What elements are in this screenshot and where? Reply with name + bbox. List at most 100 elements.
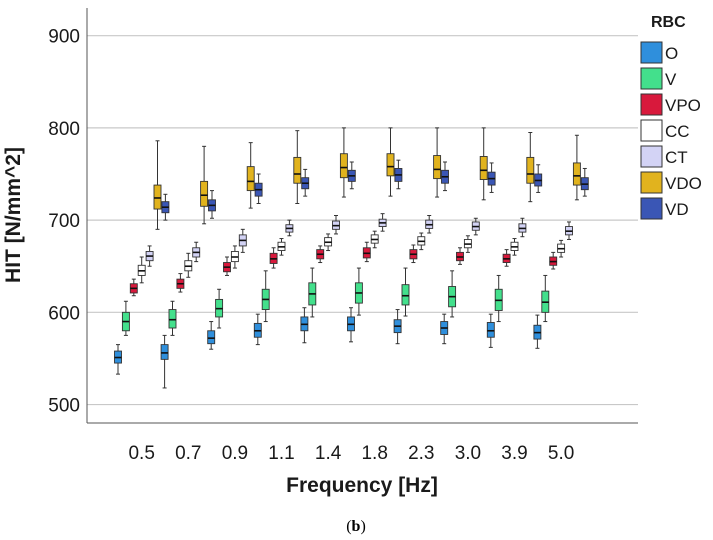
legend-label-V: V xyxy=(665,70,677,89)
y-tick-label: 700 xyxy=(48,211,80,232)
box-body xyxy=(200,180,209,207)
legend-swatch-O xyxy=(640,41,663,64)
box-CT-3.9 xyxy=(518,217,527,238)
box-VPO-1.4 xyxy=(316,245,325,264)
gridlines xyxy=(87,35,638,406)
y-tick-label: 800 xyxy=(48,119,80,140)
box-VD-0.9 xyxy=(254,173,263,205)
box-CT-0.7 xyxy=(192,241,201,263)
box-VD-0.5 xyxy=(161,193,170,221)
x-tick-label: 0.9 xyxy=(222,443,248,464)
box-VD-3.0 xyxy=(487,162,496,193)
box-CT-1.1 xyxy=(285,219,294,237)
box-VDO-0.5 xyxy=(153,140,162,230)
box-body xyxy=(572,162,581,186)
x-tick-label: 3.0 xyxy=(455,443,481,464)
box-body xyxy=(207,330,216,345)
x-tick-label: 1.8 xyxy=(361,443,387,464)
box-VDO-5.0 xyxy=(572,134,581,201)
box-VD-3.9 xyxy=(534,164,543,193)
box-VPO-0.7 xyxy=(176,273,185,293)
legend-label-VD: VD xyxy=(665,200,689,219)
box-VPO-1.8 xyxy=(362,241,371,263)
x-axis-title: Frequency [Hz] xyxy=(286,474,438,497)
box-VDO-1.8 xyxy=(386,127,395,197)
box-O-3.9 xyxy=(486,313,495,348)
box-VDO-3.0 xyxy=(479,127,488,201)
box-body xyxy=(386,153,395,177)
box-body xyxy=(401,284,410,306)
box-VPO-0.5 xyxy=(129,278,138,297)
y-axis-title: HIT [N/mm^2] xyxy=(2,147,25,283)
box-V-1.1 xyxy=(261,270,270,323)
box-CT-1.8 xyxy=(378,213,387,232)
box-VD-2.3 xyxy=(441,161,449,192)
box-V-0.9 xyxy=(215,288,224,329)
box-CT-2.3 xyxy=(425,215,434,234)
legend-swatch-CT xyxy=(640,145,663,168)
box-O-1.1 xyxy=(253,313,262,346)
box-VD-1.4 xyxy=(347,161,356,190)
boxes xyxy=(114,127,589,389)
box-CT-1.4 xyxy=(332,215,340,235)
y-tick-label: 900 xyxy=(48,27,80,48)
box-CC-3.0 xyxy=(463,235,472,253)
legend-swatch-CC xyxy=(640,119,663,142)
box-V-2.3 xyxy=(401,267,410,317)
box-O-0.5 xyxy=(114,344,122,375)
box-O-0.7 xyxy=(160,334,169,389)
box-body xyxy=(526,156,535,184)
box-VDO-0.9 xyxy=(246,142,255,209)
box-CC-0.7 xyxy=(184,252,193,278)
box-CC-1.8 xyxy=(370,230,379,249)
caption-open: ( xyxy=(346,518,351,535)
box-O-2.3 xyxy=(393,309,402,345)
x-tick-label: 2.3 xyxy=(408,443,434,464)
legend-label-CT: CT xyxy=(665,148,688,167)
box-O-5.0 xyxy=(533,314,542,349)
box-VDO-3.9 xyxy=(526,132,535,203)
legend-swatch-V xyxy=(640,67,663,90)
box-VPO-3.9 xyxy=(502,249,511,267)
legend-label-VPO: VPO xyxy=(665,96,701,115)
box-CC-1.4 xyxy=(324,233,333,252)
box-V-0.7 xyxy=(168,300,177,336)
legend-label-CC: CC xyxy=(665,122,690,141)
box-CC-1.1 xyxy=(277,238,286,256)
box-VPO-1.1 xyxy=(269,247,278,269)
legend-label-O: O xyxy=(665,44,678,63)
x-tick-label: 1.1 xyxy=(268,443,294,464)
box-body xyxy=(160,344,169,360)
box-V-1.4 xyxy=(308,267,317,318)
box-V-0.5 xyxy=(121,300,130,336)
x-tick-label: 3.9 xyxy=(501,443,527,464)
box-CT-0.9 xyxy=(238,228,247,253)
box-VPO-3.0 xyxy=(456,247,464,265)
box-O-0.9 xyxy=(207,321,216,350)
x-tick-label: 0.7 xyxy=(175,443,201,464)
box-VPO-5.0 xyxy=(549,251,558,270)
legend-swatch-VPO xyxy=(640,93,663,116)
box-CC-3.9 xyxy=(510,238,519,256)
box-V-3.9 xyxy=(494,274,503,323)
box-V-1.8 xyxy=(354,267,363,316)
box-O-1.8 xyxy=(347,307,355,343)
y-tick-labels: 500 600 700 800 900 xyxy=(48,27,80,417)
box-VDO-0.7 xyxy=(200,145,209,225)
box-body xyxy=(339,153,348,179)
box-VD-1.1 xyxy=(301,168,310,197)
y-tick-label: 500 xyxy=(48,396,80,417)
box-body xyxy=(479,156,488,180)
box-body xyxy=(486,322,495,338)
x-tick-label: 1.4 xyxy=(315,443,342,464)
box-VDO-1.4 xyxy=(339,127,348,198)
box-CT-0.5 xyxy=(145,245,154,267)
caption-letter: b xyxy=(352,518,361,535)
x-tick-label: 0.5 xyxy=(128,443,154,464)
box-CT-3.0 xyxy=(471,217,480,236)
box-VD-0.7 xyxy=(208,190,216,219)
box-VPO-0.9 xyxy=(223,256,231,276)
box-O-1.4 xyxy=(300,307,309,344)
box-VD-1.8 xyxy=(394,159,403,190)
legend-title: RBC xyxy=(651,14,686,31)
